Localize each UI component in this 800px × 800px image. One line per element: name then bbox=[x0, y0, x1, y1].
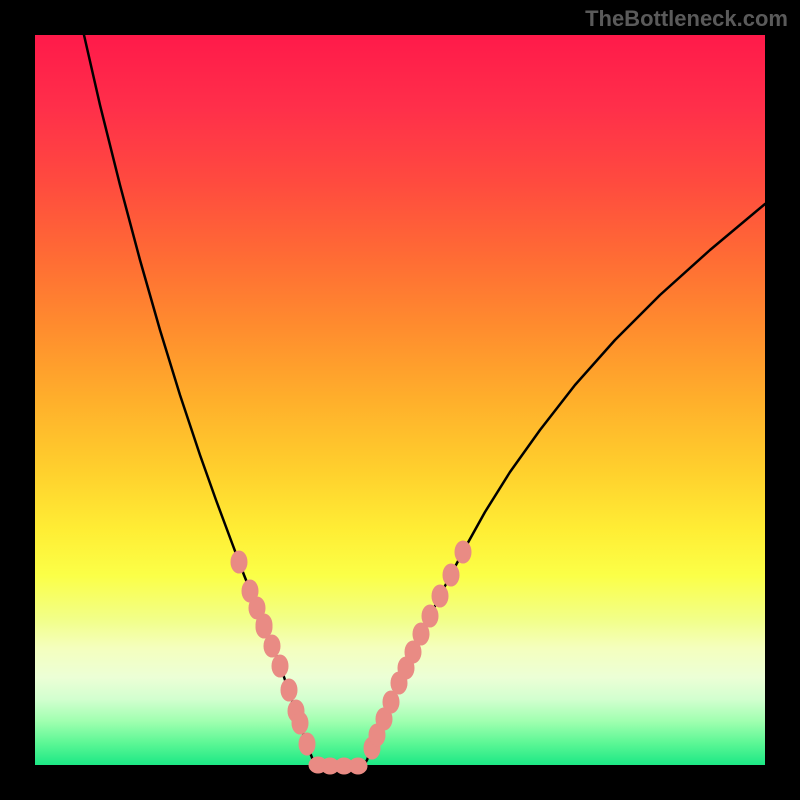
marker-point bbox=[256, 616, 272, 638]
marker-point bbox=[455, 541, 471, 563]
watermark-label: TheBottleneck.com bbox=[585, 6, 788, 32]
marker-point bbox=[443, 564, 459, 586]
marker-point bbox=[299, 733, 315, 755]
marker-point bbox=[432, 585, 448, 607]
marker-point bbox=[264, 635, 280, 657]
marker-point bbox=[383, 691, 399, 713]
plot-background bbox=[35, 35, 765, 765]
marker-point bbox=[292, 712, 308, 734]
markers-bottom bbox=[309, 757, 367, 774]
marker-point bbox=[272, 655, 288, 677]
bottleneck-chart bbox=[0, 0, 800, 800]
marker-point bbox=[231, 551, 247, 573]
marker-point bbox=[281, 679, 297, 701]
marker-point bbox=[349, 758, 367, 774]
marker-point bbox=[422, 605, 438, 627]
chart-container bbox=[0, 0, 800, 800]
